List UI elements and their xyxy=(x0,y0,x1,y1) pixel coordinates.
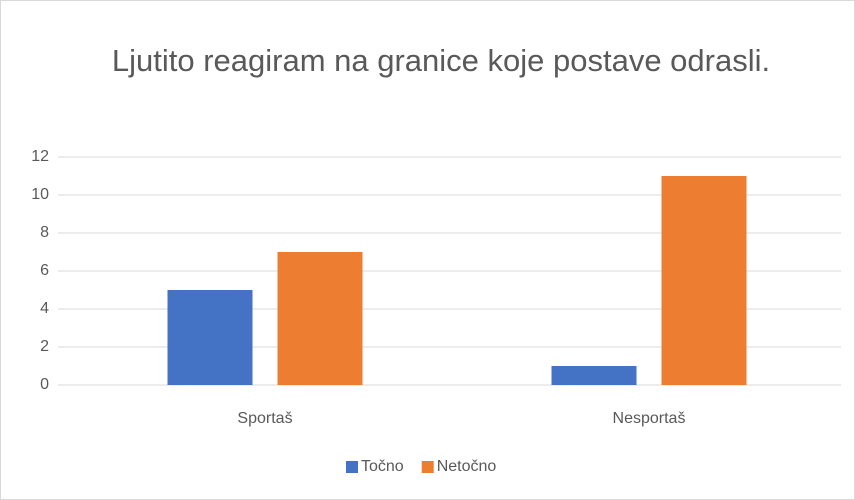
legend-swatch xyxy=(346,461,358,473)
legend-label: Netočno xyxy=(437,458,497,475)
chart-title: Ljutito reagiram na granice koje postave… xyxy=(111,43,771,78)
y-tick-label: 8 xyxy=(40,224,49,241)
legend-swatch xyxy=(421,461,434,473)
bar xyxy=(167,290,253,385)
legend-label: Točno xyxy=(361,458,404,475)
bar xyxy=(661,176,747,385)
y-tick-label: 10 xyxy=(31,186,49,203)
y-tick-label: 0 xyxy=(40,376,49,393)
y-tick-label: 2 xyxy=(40,338,49,355)
bar xyxy=(551,366,637,385)
x-tick-label: Sportaš xyxy=(237,410,292,427)
y-tick-label: 4 xyxy=(40,300,49,317)
x-tick-label: Nesportaš xyxy=(613,410,686,427)
bar xyxy=(277,252,363,385)
y-tick-label: 12 xyxy=(31,148,49,165)
y-tick-label: 6 xyxy=(40,262,49,279)
